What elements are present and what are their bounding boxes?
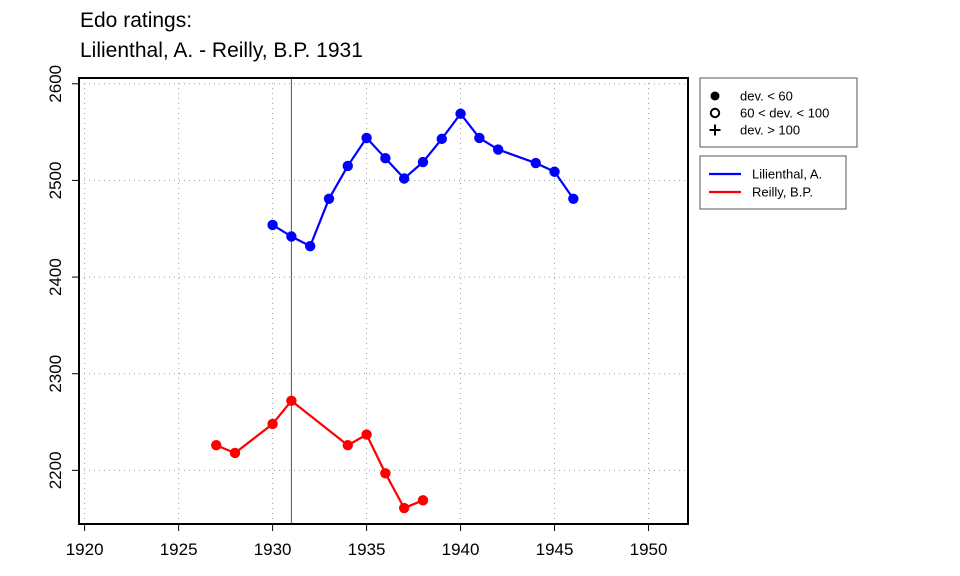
- legend-deviation-label-0: dev. < 60: [740, 89, 793, 104]
- data-point-lilienthal-a-1942: [492, 144, 504, 155]
- x-tick-label-1930: 1930: [254, 540, 292, 559]
- y-tick-label-2200: 2200: [46, 451, 65, 489]
- data-point-lilienthal-a-1938: [417, 156, 429, 168]
- legend-deviation-label-1: 60 < dev. < 100: [740, 106, 829, 121]
- data-point-reilly-b-p-1928: [229, 447, 241, 459]
- x-tick-label-1925: 1925: [160, 540, 198, 559]
- data-point-lilienthal-a-1945: [549, 166, 560, 177]
- data-point-lilienthal-a-1930: [267, 219, 278, 231]
- data-point-lilienthal-a-1936: [380, 153, 391, 164]
- legend-series-label-1: Reilly, B.P.: [752, 185, 813, 200]
- data-point-lilienthal-a-1939: [436, 133, 447, 145]
- data-point-reilly-b-p-1937: [398, 502, 410, 514]
- plot-frame: [78, 77, 689, 525]
- series-line-lilienthal-a: [272, 112, 575, 248]
- series-line-reilly-b-p: [215, 399, 424, 510]
- legend-series-box: [699, 155, 847, 210]
- data-point-lilienthal-a-1946: [568, 193, 579, 205]
- chart-title-line-1: Edo ratings:: [80, 9, 193, 32]
- data-point-lilienthal-a-1934: [342, 160, 353, 172]
- x-tick-label-1950: 1950: [630, 540, 668, 559]
- legend-deviation-box: [699, 77, 858, 148]
- data-point-reilly-b-p-1930: [267, 418, 278, 430]
- data-point-reilly-b-p-1934: [342, 440, 353, 451]
- data-point-lilienthal-a-1932: [304, 240, 316, 252]
- legend-filled-circle-icon: [710, 91, 720, 101]
- data-point-lilienthal-a-1940: [455, 108, 466, 119]
- legend-open-circle-icon: [709, 107, 721, 119]
- series-layer: [211, 108, 579, 514]
- grid-layer: [79, 78, 688, 524]
- data-point-lilienthal-a-1931: [286, 231, 297, 242]
- y-tick-label-2300: 2300: [46, 355, 65, 393]
- y-tick-label-2400: 2400: [46, 258, 65, 296]
- y-tick-label-2600: 2600: [46, 65, 65, 103]
- x-tick-label-1935: 1935: [348, 540, 386, 559]
- legend-deviation-label-2: dev. > 100: [740, 123, 800, 138]
- x-tick-label-1940: 1940: [442, 540, 480, 559]
- data-point-lilienthal-a-1941: [474, 132, 485, 144]
- axis-layer: 1920 1925 1930 1935 1940 1945 1950 2200 2300 2400…: [46, 65, 689, 559]
- x-tick-label-1945: 1945: [536, 540, 574, 559]
- x-tick-label-1920: 1920: [66, 540, 104, 559]
- data-point-reilly-b-p-1938: [417, 495, 429, 506]
- legend-series-label-0: Lilienthal, A.: [752, 167, 822, 182]
- data-point-lilienthal-a-1933: [323, 193, 335, 205]
- data-point-reilly-b-p-1936: [380, 468, 391, 479]
- data-point-reilly-b-p-1931: [286, 395, 297, 406]
- data-point-lilienthal-a-1944: [530, 157, 541, 169]
- data-point-reilly-b-p-1927: [211, 440, 222, 451]
- chart-title-line-2: Lilienthal, A. - Reilly, B.P. 1931: [80, 39, 363, 62]
- data-point-lilienthal-a-1937: [398, 173, 410, 184]
- data-point-lilienthal-a-1935: [361, 132, 372, 144]
- legend-layer: dev. < 60 60 < dev. < 100 dev. > 100 Lilien…: [699, 77, 858, 210]
- y-tick-label-2500: 2500: [46, 162, 65, 200]
- data-point-reilly-b-p-1935: [361, 429, 372, 440]
